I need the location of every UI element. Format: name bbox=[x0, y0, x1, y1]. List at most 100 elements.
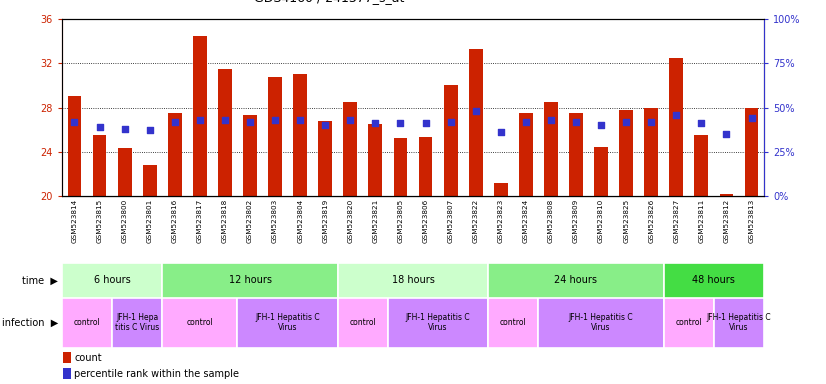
Text: GSM523808: GSM523808 bbox=[548, 199, 554, 243]
Text: control: control bbox=[500, 318, 527, 327]
Point bbox=[444, 119, 458, 125]
Point bbox=[469, 108, 482, 114]
Point bbox=[544, 117, 558, 123]
Point bbox=[520, 119, 533, 125]
Point bbox=[595, 122, 608, 128]
Text: JFH-1 Hepatitis C
Virus: JFH-1 Hepatitis C Virus bbox=[569, 313, 634, 332]
Text: GSM523810: GSM523810 bbox=[598, 199, 604, 243]
Bar bbox=[143, 165, 157, 196]
Text: GSM523827: GSM523827 bbox=[673, 199, 679, 243]
Bar bbox=[68, 96, 82, 196]
Bar bbox=[344, 102, 357, 196]
Point bbox=[319, 122, 332, 128]
Text: GSM523813: GSM523813 bbox=[748, 199, 754, 243]
Bar bbox=[238, 298, 338, 348]
Text: time  ▶: time ▶ bbox=[22, 275, 58, 285]
Bar bbox=[63, 368, 71, 379]
Point bbox=[193, 117, 206, 123]
Point bbox=[143, 127, 156, 134]
Text: percentile rank within the sample: percentile rank within the sample bbox=[74, 369, 240, 379]
Text: GSM523811: GSM523811 bbox=[698, 199, 705, 243]
Text: control: control bbox=[676, 318, 702, 327]
Bar bbox=[338, 263, 488, 298]
Bar bbox=[162, 298, 238, 348]
Bar bbox=[62, 298, 112, 348]
Text: GSM523819: GSM523819 bbox=[322, 199, 328, 243]
Point bbox=[644, 119, 657, 125]
Text: GSM523817: GSM523817 bbox=[197, 199, 203, 243]
Text: 18 hours: 18 hours bbox=[392, 275, 434, 285]
Bar bbox=[744, 108, 758, 196]
Bar bbox=[338, 298, 388, 348]
Point bbox=[169, 119, 182, 125]
Point bbox=[745, 115, 758, 121]
Bar bbox=[218, 69, 232, 196]
Text: GSM523804: GSM523804 bbox=[297, 199, 303, 243]
Bar bbox=[488, 298, 539, 348]
Bar bbox=[93, 135, 107, 196]
Bar bbox=[714, 298, 764, 348]
Point bbox=[569, 119, 582, 125]
Bar bbox=[494, 183, 508, 196]
Text: GSM523800: GSM523800 bbox=[121, 199, 128, 243]
Bar bbox=[664, 298, 714, 348]
Bar bbox=[268, 77, 282, 196]
Bar bbox=[318, 121, 332, 196]
Bar bbox=[419, 137, 433, 196]
Bar bbox=[112, 298, 162, 348]
Bar bbox=[519, 113, 533, 196]
Text: GSM523807: GSM523807 bbox=[448, 199, 453, 243]
Text: GSM523826: GSM523826 bbox=[648, 199, 654, 243]
Text: GSM523825: GSM523825 bbox=[623, 199, 629, 243]
Point bbox=[620, 119, 633, 125]
Point bbox=[218, 117, 231, 123]
Text: GSM523815: GSM523815 bbox=[97, 199, 102, 243]
Bar bbox=[544, 102, 558, 196]
Text: JFH-1 Hepatitis C
Virus: JFH-1 Hepatitis C Virus bbox=[406, 313, 470, 332]
Bar bbox=[63, 352, 71, 363]
Bar bbox=[644, 108, 658, 196]
Bar bbox=[118, 148, 131, 196]
Text: 6 hours: 6 hours bbox=[93, 275, 131, 285]
Text: GSM523824: GSM523824 bbox=[523, 199, 529, 243]
Bar bbox=[388, 298, 488, 348]
Bar bbox=[393, 139, 407, 196]
Point bbox=[118, 126, 131, 132]
Text: infection  ▶: infection ▶ bbox=[2, 318, 58, 328]
Bar bbox=[569, 113, 583, 196]
Point bbox=[244, 119, 257, 125]
Bar bbox=[488, 263, 664, 298]
Text: GSM523803: GSM523803 bbox=[272, 199, 278, 243]
Text: GSM523812: GSM523812 bbox=[724, 199, 729, 243]
Point bbox=[293, 117, 306, 123]
Point bbox=[68, 119, 81, 125]
Bar bbox=[62, 263, 162, 298]
Text: JFH-1 Hepatitis C
Virus: JFH-1 Hepatitis C Virus bbox=[707, 313, 771, 332]
Text: count: count bbox=[74, 353, 102, 362]
Bar bbox=[368, 124, 382, 196]
Text: JFH-1 Hepatitis C
Virus: JFH-1 Hepatitis C Virus bbox=[255, 313, 320, 332]
Bar bbox=[193, 36, 206, 196]
Text: GSM523806: GSM523806 bbox=[423, 199, 429, 243]
Text: GSM523822: GSM523822 bbox=[472, 199, 479, 243]
Point bbox=[494, 129, 507, 135]
Bar bbox=[243, 115, 257, 196]
Point bbox=[394, 120, 407, 126]
Text: GSM523820: GSM523820 bbox=[347, 199, 354, 243]
Text: JFH-1 Hepa
titis C Virus: JFH-1 Hepa titis C Virus bbox=[115, 313, 159, 332]
Bar bbox=[469, 49, 482, 196]
Bar bbox=[669, 58, 683, 196]
Point bbox=[419, 120, 432, 126]
Bar bbox=[594, 147, 608, 196]
Point bbox=[93, 124, 107, 130]
Bar bbox=[664, 263, 764, 298]
Bar bbox=[695, 135, 708, 196]
Bar bbox=[444, 86, 458, 196]
Point bbox=[344, 117, 357, 123]
Text: GSM523818: GSM523818 bbox=[222, 199, 228, 243]
Text: control: control bbox=[349, 318, 376, 327]
Bar bbox=[168, 113, 182, 196]
Point bbox=[695, 120, 708, 126]
Text: 24 hours: 24 hours bbox=[554, 275, 597, 285]
Text: GSM523821: GSM523821 bbox=[373, 199, 378, 243]
